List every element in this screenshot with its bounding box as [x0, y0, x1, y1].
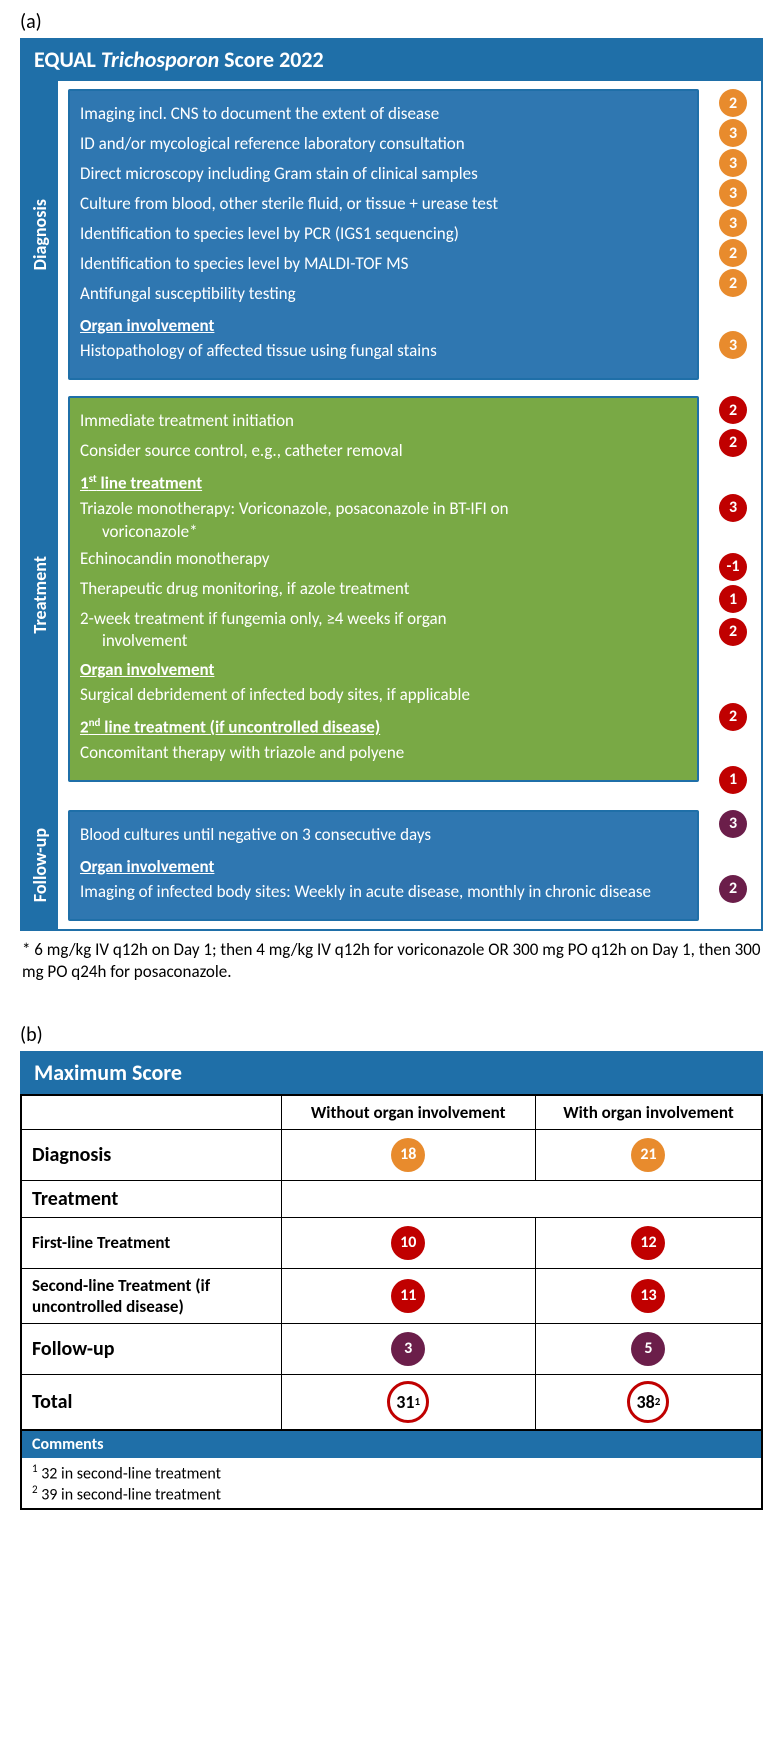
score-badge: 2: [719, 239, 747, 267]
diagnosis-vlabel: Diagnosis: [22, 81, 58, 388]
row-followup-label: Follow-up: [21, 1323, 281, 1374]
score-badge: 3: [719, 179, 747, 207]
col-with: With organ involvement: [535, 1095, 762, 1130]
circle-value: 10: [391, 1226, 425, 1260]
row-firstline-label: First-line Treatment: [21, 1217, 281, 1268]
diagnosis-box: Imaging incl. CNS to document the extent…: [68, 89, 699, 380]
table-row: First-line Treatment 10 12: [21, 1217, 762, 1268]
treatment-vlabel: Treatment: [22, 388, 58, 802]
treatment-section: Treatment Immediate treatment initiation…: [22, 388, 761, 802]
circle-value: 13: [631, 1279, 665, 1313]
followup-vlabel: Follow-up: [22, 802, 58, 929]
panel-a-label: (a): [20, 10, 763, 34]
fu-item-0: Blood cultures until negative on 3 conse…: [80, 824, 687, 847]
panel-a-body: Diagnosis Imaging incl. CNS to document …: [20, 81, 763, 931]
followup-vlabel-text: Follow-up: [29, 828, 51, 902]
comments-body: 1 32 in second-line treatment 2 39 in se…: [20, 1458, 763, 1511]
diag-organ-head: Organ involvement: [80, 315, 687, 336]
treat-fl-2: Therapeutic drug monitoring, if azole tr…: [80, 578, 687, 601]
diagnosis-vlabel-text: Diagnosis: [29, 199, 51, 270]
followup-box: Blood cultures until negative on 3 conse…: [68, 810, 699, 921]
table-row: Treatment: [21, 1180, 762, 1217]
max-score-table: Without organ involvement With organ inv…: [20, 1094, 763, 1431]
treat-sl-0: Concomitant therapy with triazole and po…: [80, 742, 687, 765]
circle-value: 18: [391, 1138, 425, 1172]
score-badge: 3: [719, 810, 747, 838]
table-header-row: Without organ involvement With organ inv…: [21, 1095, 762, 1130]
panel-a-footnote: * 6 mg/kg IV q12h on Day 1; then 4 mg/kg…: [22, 939, 761, 983]
score-badge: 1: [719, 766, 747, 794]
diag-item-0: Imaging incl. CNS to document the extent…: [80, 103, 687, 126]
score-badge: 2: [719, 89, 747, 117]
circle-value: 12: [631, 1226, 665, 1260]
title-prefix: EQUAL: [34, 46, 101, 73]
circle-value: 3: [391, 1332, 425, 1366]
treat-fl-3: 2-week treatment if fungemia only, ≥4 we…: [80, 608, 687, 654]
row-treatment-label: Treatment: [21, 1180, 281, 1217]
panel-b-label: (b): [20, 1023, 763, 1047]
table-row: Second-line Treatment (if uncontrolled d…: [21, 1268, 762, 1323]
title-suffix: Score 2022: [219, 46, 324, 73]
circle-value: 21: [631, 1138, 665, 1172]
treat-organ-head: Organ involvement: [80, 659, 687, 680]
treat-top-0: Immediate treatment initiation: [80, 410, 687, 433]
table-row: Follow-up 3 5: [21, 1323, 762, 1374]
diag-item-2: Direct microscopy including Gram stain o…: [80, 163, 687, 186]
table-row: Diagnosis 18 21: [21, 1129, 762, 1180]
score-badge: -1: [719, 553, 747, 581]
diag-organ-0: Histopathology of affected tissue using …: [80, 340, 687, 363]
treat-organ-0: Surgical debridement of infected body si…: [80, 684, 687, 707]
diag-score-stack: 2 3 3 3 3 2 2 3: [719, 89, 747, 359]
diag-item-1: ID and/or mycological reference laborato…: [80, 133, 687, 156]
score-badge: 3: [719, 209, 747, 237]
title-bar: EQUAL Trichosporon Score 2022: [20, 38, 763, 81]
diag-item-6: Antifungal susceptibility testing: [80, 283, 687, 306]
treat-score-stack: 2 2 3 -1 1 2 2 1: [719, 396, 747, 794]
score-badge: 3: [719, 494, 747, 522]
treat-fl-0: Triazole monotherapy: Voriconazole, posa…: [80, 498, 687, 544]
score-badge: 2: [719, 396, 747, 424]
followup-section: Follow-up Blood cultures until negative …: [22, 802, 761, 929]
comments-title: Comments: [20, 1431, 763, 1458]
col-without: Without organ involvement: [281, 1095, 535, 1130]
score-badge: 2: [719, 618, 747, 646]
second-line-head: 2nd line treatment (if uncontrolled dise…: [80, 716, 687, 738]
score-badge: 1: [719, 585, 747, 613]
treatment-vlabel-text: Treatment: [29, 556, 51, 634]
score-badge: 3: [719, 119, 747, 147]
first-line-head: 1st line treatment: [80, 472, 687, 494]
comment-1: 1 32 in second-line treatment: [32, 1462, 751, 1483]
treat-top-1: Consider source control, e.g., catheter …: [80, 440, 687, 463]
comment-2: 2 39 in second-line treatment: [32, 1483, 751, 1504]
row-secondline-label: Second-line Treatment (if uncontrolled d…: [21, 1268, 281, 1323]
treatment-box: Immediate treatment initiation Consider …: [68, 396, 699, 782]
score-badge: 3: [719, 331, 747, 359]
treat-fl-1: Echinocandin monotherapy: [80, 548, 687, 571]
score-badge: 3: [719, 149, 747, 177]
panel-b-title: Maximum Score: [20, 1051, 763, 1094]
diag-item-4: Identification to species level by PCR (…: [80, 223, 687, 246]
fu-organ-0: Imaging of infected body sites: Weekly i…: [80, 881, 687, 904]
diag-item-3: Culture from blood, other sterile fluid,…: [80, 193, 687, 216]
score-badge: 2: [719, 703, 747, 731]
row-total-label: Total: [21, 1374, 281, 1430]
fu-score-stack: 3 2: [719, 810, 747, 903]
diag-item-5: Identification to species level by MALDI…: [80, 253, 687, 276]
circle-total: 311: [387, 1381, 429, 1423]
table-row: Total 311 382: [21, 1374, 762, 1430]
score-badge: 2: [719, 875, 747, 903]
circle-total: 382: [627, 1381, 669, 1423]
score-badge: 2: [719, 269, 747, 297]
score-badge: 2: [719, 429, 747, 457]
row-diagnosis-label: Diagnosis: [21, 1129, 281, 1180]
circle-value: 11: [391, 1279, 425, 1313]
circle-value: 5: [631, 1332, 665, 1366]
title-italic: Trichosporon: [101, 46, 219, 73]
fu-organ-head: Organ involvement: [80, 856, 687, 877]
diagnosis-section: Diagnosis Imaging incl. CNS to document …: [22, 81, 761, 388]
